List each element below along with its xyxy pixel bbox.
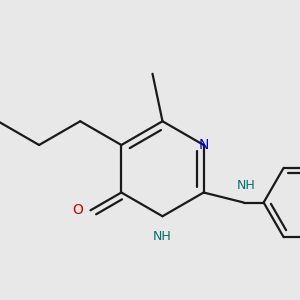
Text: O: O [73,203,83,217]
Text: NH: NH [153,230,172,243]
Text: N: N [198,138,209,152]
Text: NH: NH [237,178,256,191]
